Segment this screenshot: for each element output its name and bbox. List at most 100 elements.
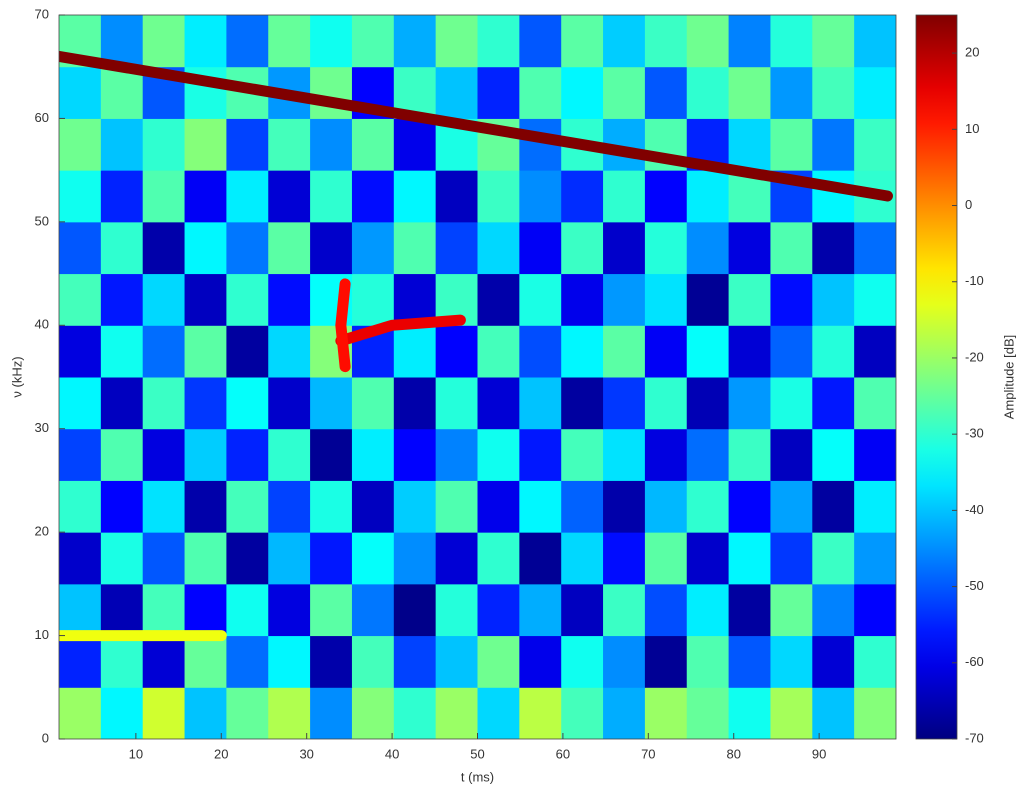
cell	[435, 15, 478, 68]
y-axis-label: ν (kHz)	[9, 356, 24, 397]
cell	[686, 377, 730, 430]
colorbar	[915, 14, 958, 740]
cell	[519, 377, 562, 430]
cell	[351, 15, 395, 68]
cell	[561, 480, 604, 533]
cell	[561, 377, 604, 430]
cell	[770, 428, 813, 481]
cell	[310, 583, 353, 637]
cell	[812, 635, 855, 688]
cell	[561, 428, 604, 481]
cell	[100, 635, 144, 688]
cell	[393, 480, 437, 533]
cell	[435, 480, 478, 533]
cell	[184, 118, 227, 171]
cell	[393, 221, 437, 275]
cell	[770, 118, 813, 171]
cell	[770, 480, 813, 533]
cell	[100, 428, 144, 481]
cell	[226, 687, 269, 739]
colorbar-tick-label: -40	[965, 502, 984, 517]
cell	[59, 66, 102, 119]
cell	[226, 635, 269, 688]
y-tick-label: 30	[35, 420, 49, 435]
cell	[812, 273, 855, 326]
cell	[310, 221, 353, 275]
cell	[728, 377, 771, 430]
cell	[854, 118, 896, 171]
cell	[854, 273, 896, 326]
cell	[142, 687, 186, 739]
cell	[100, 221, 144, 275]
cell	[519, 635, 562, 688]
cell	[100, 273, 144, 326]
cell	[561, 66, 604, 119]
y-tick-label: 10	[35, 627, 49, 642]
cell	[100, 583, 144, 637]
cell	[59, 635, 102, 688]
cell	[59, 428, 102, 481]
cell	[435, 221, 478, 275]
cell	[59, 532, 102, 585]
cell	[519, 273, 562, 326]
ridge	[335, 314, 466, 347]
cell	[477, 377, 520, 430]
cell	[393, 325, 437, 378]
cell	[268, 170, 311, 223]
cell	[268, 635, 311, 688]
cell	[268, 118, 311, 171]
cell	[393, 583, 437, 637]
cell	[268, 221, 311, 275]
cell	[477, 583, 520, 637]
cell	[854, 325, 896, 378]
cell	[268, 532, 311, 585]
cell	[770, 15, 813, 68]
cell	[854, 66, 896, 119]
colorbar-tick-label: -30	[965, 426, 984, 441]
cell	[142, 583, 186, 637]
cell	[561, 687, 604, 739]
x-axis-label: t (ms)	[461, 769, 494, 784]
cell	[686, 687, 730, 739]
cell	[351, 635, 395, 688]
cell	[603, 428, 646, 481]
cell	[310, 480, 353, 533]
cell	[310, 170, 353, 223]
cell	[686, 480, 730, 533]
cell	[854, 583, 896, 637]
cell	[477, 66, 520, 119]
cell	[59, 377, 102, 430]
cell	[226, 377, 269, 430]
cell	[812, 221, 855, 275]
cell	[100, 687, 144, 739]
colorbar-label: Amplitude [dB]	[1001, 335, 1016, 420]
cell	[351, 687, 395, 739]
cell	[226, 583, 269, 637]
cell	[393, 635, 437, 688]
cell	[603, 480, 646, 533]
cell	[393, 170, 437, 223]
cell	[100, 377, 144, 430]
cell	[393, 687, 437, 739]
cell	[728, 583, 771, 637]
cell	[100, 325, 144, 378]
cell	[435, 583, 478, 637]
x-tick-label: 60	[556, 746, 570, 761]
cell	[142, 170, 186, 223]
cell	[142, 118, 186, 171]
y-tick-label: 50	[35, 213, 49, 228]
cell	[142, 15, 186, 68]
cell	[686, 583, 730, 637]
cell	[435, 428, 478, 481]
cell	[351, 428, 395, 481]
cell	[603, 273, 646, 326]
cell	[812, 532, 855, 585]
cell	[728, 635, 771, 688]
cell	[310, 428, 353, 481]
cell	[644, 377, 688, 430]
cell	[770, 221, 813, 275]
cell	[226, 532, 269, 585]
cell	[519, 221, 562, 275]
cell	[603, 66, 646, 119]
